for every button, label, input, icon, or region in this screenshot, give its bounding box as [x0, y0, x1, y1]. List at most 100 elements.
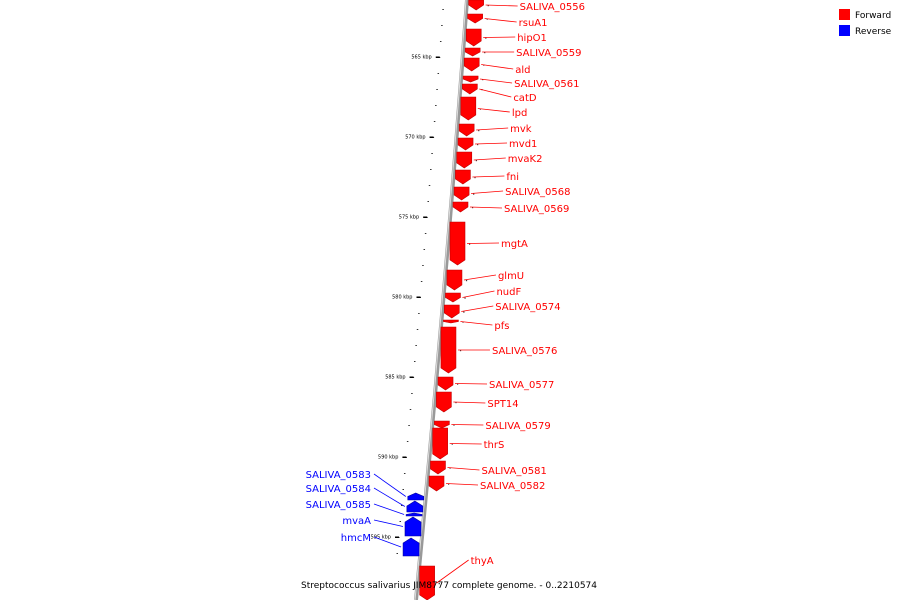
forward-gene-arrow: [465, 28, 482, 47]
forward-gene-arrow: [443, 319, 459, 324]
forward-gene-arrow: [453, 186, 470, 201]
leader-line: [471, 190, 504, 194]
gene-marker: [487, 5, 489, 7]
leader-line: [469, 206, 502, 209]
gene-marker: [474, 177, 476, 179]
legend-forward-swatch: [839, 9, 850, 20]
minor-tick: [399, 521, 402, 522]
tick-label: 585 kbp: [385, 375, 405, 381]
legend-reverse-label: Reverse: [855, 27, 892, 37]
minor-tick: [396, 553, 399, 554]
legend: Forward Reverse: [839, 9, 892, 37]
minor-tick: [406, 441, 409, 442]
genes-layer: [402, 0, 489, 600]
forward-gene-arrow: [464, 47, 481, 57]
reverse-gene-label: SALIVA_0584: [306, 484, 371, 495]
minor-tick: [401, 505, 403, 506]
legend-reverse-swatch: [839, 25, 850, 36]
forward-gene-label: SALIVA_0577: [489, 380, 554, 391]
major-tick: [416, 296, 421, 298]
leader-line: [479, 88, 512, 98]
forward-gene-arrow: [457, 137, 474, 151]
tick-label: 580 kbp: [392, 295, 412, 301]
reverse-gene-label: SALIVA_0585: [306, 500, 371, 511]
map-caption: Streptococcus salivarius JIM8777 complet…: [301, 581, 597, 591]
forward-gene-arrow: [440, 326, 457, 374]
minor-tick: [430, 169, 432, 170]
minor-tick: [431, 153, 433, 154]
forward-gene-label: SPT14: [487, 399, 518, 410]
forward-gene-arrow: [462, 75, 479, 83]
forward-gene-label: SALIVA_0556: [520, 2, 585, 13]
tick-label: 575 kbp: [399, 215, 419, 221]
forward-gene-arrow: [452, 201, 469, 213]
reverse-gene-arrow: [407, 492, 425, 501]
leader-line: [373, 536, 402, 548]
leader-line: [466, 242, 499, 244]
minor-tick: [428, 185, 431, 186]
tick-label: 570 kbp: [405, 135, 425, 141]
forward-gene-arrow: [460, 96, 477, 121]
forward-gene-arrow: [458, 123, 475, 137]
leader-line: [472, 175, 505, 178]
minor-tick: [436, 89, 438, 90]
gene-marker: [453, 424, 455, 426]
leader-line: [445, 483, 479, 486]
forward-gene-label: ald: [515, 65, 530, 76]
leader-line: [481, 64, 514, 70]
forward-gene-label: rsuA1: [519, 18, 548, 29]
gene-marker: [475, 160, 477, 162]
minor-tick: [427, 201, 429, 202]
forward-gene-label: fni: [506, 172, 519, 183]
backbone-highlight: [414, 0, 467, 600]
legend-forward-label: Forward: [855, 11, 891, 21]
forward-gene-arrow: [446, 269, 463, 291]
leader-line: [461, 305, 494, 312]
forward-gene-label: thyA: [471, 556, 494, 567]
leader-line: [485, 4, 518, 7]
leader-line: [373, 473, 407, 497]
gene-marker: [438, 583, 440, 585]
leader-line: [373, 519, 404, 527]
minor-tick: [408, 425, 410, 426]
reverse-gene-label: SALIVA_0583: [306, 470, 371, 481]
minor-tick: [411, 393, 413, 394]
forward-gene-arrow: [428, 475, 445, 492]
reverse-gene-arrow: [404, 516, 422, 537]
forward-gene-arrow: [462, 83, 478, 95]
minor-tick: [420, 281, 423, 282]
forward-gene-label: mvaK2: [508, 154, 543, 165]
forward-gene-arrow: [430, 460, 446, 475]
forward-gene-arrow: [449, 221, 466, 266]
minor-tick: [435, 105, 437, 106]
major-tick: [395, 536, 400, 538]
forward-gene-label: SALIVA_0561: [514, 79, 579, 90]
forward-gene-label: SALIVA_0574: [495, 302, 560, 313]
major-tick: [435, 56, 440, 58]
forward-gene-label: SALIVA_0582: [480, 481, 545, 492]
forward-gene-arrow: [463, 57, 480, 72]
reverse-gene-label: mvaA: [342, 516, 371, 527]
gene-marker: [478, 130, 480, 132]
gene-marker: [455, 402, 457, 404]
gene-marker: [477, 144, 479, 146]
minor-tick: [433, 121, 436, 122]
forward-gene-arrow: [419, 565, 435, 600]
major-tick: [423, 216, 428, 218]
leader-line: [484, 18, 517, 23]
leader-line: [462, 290, 495, 298]
reverse-gene-label: hmcM: [341, 533, 371, 544]
forward-gene-label: nudF: [496, 287, 521, 298]
forward-gene-label: SALIVA_0581: [481, 466, 546, 477]
forward-gene-arrow: [437, 376, 454, 391]
gene-marker: [468, 243, 471, 245]
leader-line: [449, 443, 482, 445]
leader-line: [447, 467, 480, 471]
gene-marker: [485, 37, 487, 39]
forward-gene-label: pfs: [494, 321, 509, 332]
leader-lines: [373, 4, 518, 584]
minor-tick: [418, 313, 420, 314]
leader-line: [463, 274, 497, 281]
gene-marker: [447, 483, 450, 485]
